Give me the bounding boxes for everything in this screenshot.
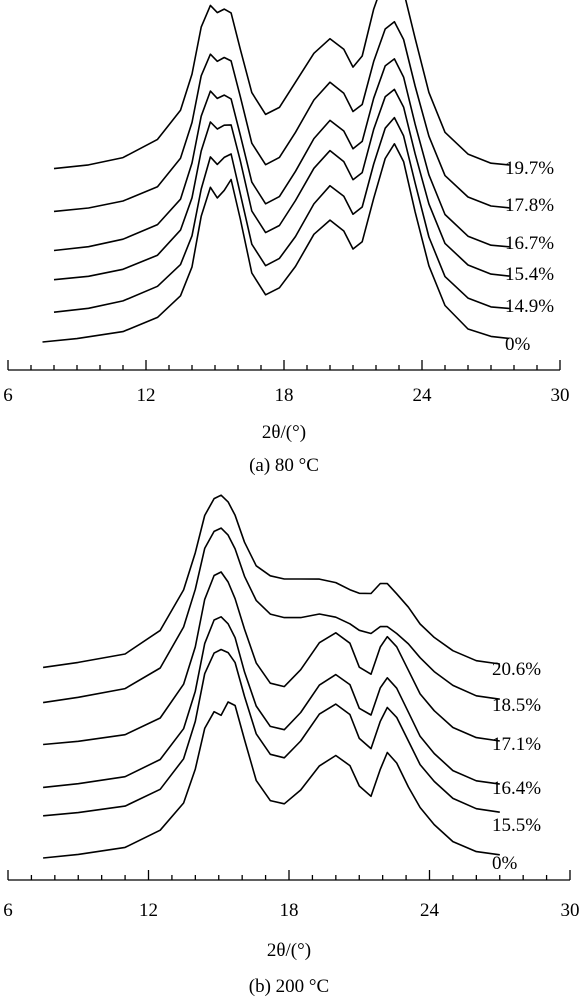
curve-0pct [42, 143, 510, 343]
series-label: 16.4% [492, 778, 541, 799]
curve-16.7pct [53, 58, 510, 252]
x-tick-label: 12 [139, 900, 158, 921]
series-label: 14.9% [505, 296, 554, 317]
x-tick-label: 18 [280, 900, 299, 921]
series-label: 19.7% [505, 158, 554, 179]
series-label: 0% [505, 334, 531, 355]
curve-20.6pct [42, 494, 500, 669]
x-tick-label: 18 [275, 385, 294, 406]
x-tick-label: 30 [561, 900, 580, 921]
curve-18.5pct [42, 527, 500, 704]
x-tick-label: 12 [137, 385, 156, 406]
x-tick-label: 6 [3, 385, 13, 406]
curve-17.1pct [43, 571, 500, 746]
series-label: 18.5% [492, 695, 541, 716]
curve-0pct [43, 701, 500, 859]
x-axis-label: 2θ/(°) [267, 940, 311, 961]
series-label: 16.7% [505, 233, 554, 254]
x-tick-label: 30 [551, 385, 570, 406]
series-label: 0% [492, 853, 518, 874]
x-tick-label: 6 [3, 900, 13, 921]
series-label: 15.5% [492, 815, 541, 836]
x-tick-label: 24 [413, 385, 433, 406]
panel-title: (a) 80 °C [249, 455, 319, 476]
curve-14.9pct [53, 116, 510, 313]
curve-16.4pct [43, 616, 500, 789]
series-label: 15.4% [505, 264, 554, 285]
curve-17.8pct [53, 20, 510, 213]
series-label: 17.1% [492, 734, 541, 755]
series-label: 20.6% [492, 659, 541, 680]
panel-title: (b) 200 °C [249, 976, 329, 997]
curve-15.4pct [53, 88, 510, 281]
curve-15.5pct [43, 648, 500, 817]
x-tick-label: 24 [420, 900, 440, 921]
curve-19.7pct [53, 0, 510, 170]
series-label: 17.8% [505, 195, 554, 216]
x-axis-label: 2θ/(°) [262, 422, 306, 443]
